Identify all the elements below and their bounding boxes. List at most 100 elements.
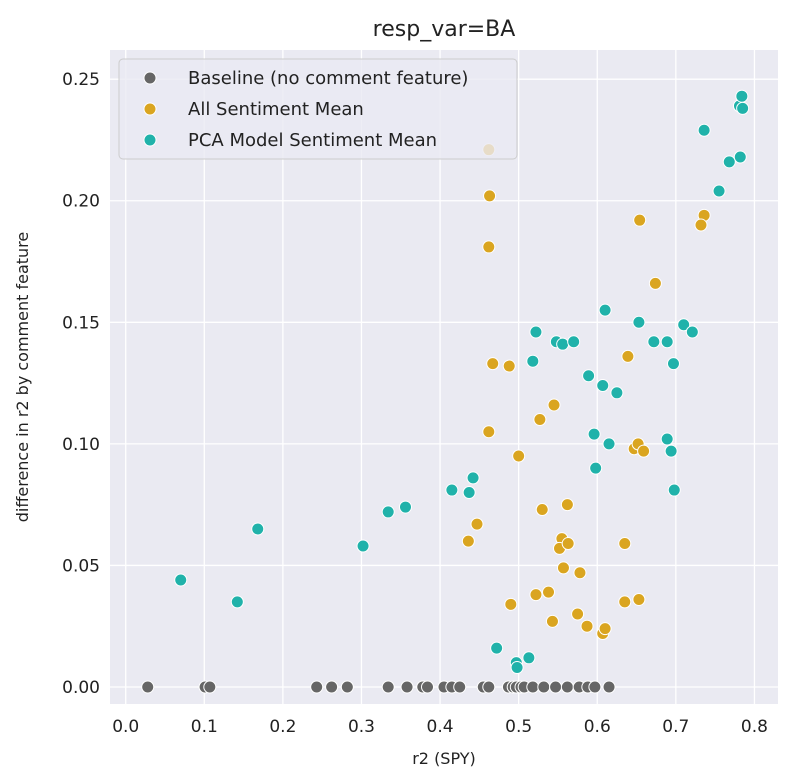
data-point — [618, 595, 632, 609]
x-tick-label: 0.2 — [269, 717, 296, 737]
data-point — [735, 89, 749, 103]
data-point — [251, 522, 265, 536]
data-point — [556, 561, 570, 575]
data-point — [666, 357, 680, 371]
y-tick-label: 0.15 — [62, 313, 100, 333]
data-point — [510, 661, 524, 675]
y-tick-label: 0.00 — [62, 678, 100, 698]
data-point — [561, 537, 575, 551]
legend-marker-all-sentiment — [143, 102, 157, 116]
data-point — [545, 614, 559, 628]
series-2 — [174, 89, 750, 675]
data-point — [533, 413, 547, 427]
y-axis-label: difference in r2 by comment feature — [13, 232, 32, 523]
legend-marker-baseline — [143, 71, 157, 85]
data-point — [420, 680, 434, 694]
data-point — [632, 315, 646, 329]
data-point — [535, 503, 549, 517]
x-tick-label: 0.4 — [427, 717, 454, 737]
data-point — [325, 680, 339, 694]
data-point — [697, 123, 711, 137]
data-point — [466, 471, 480, 485]
data-point — [560, 498, 574, 512]
data-point — [602, 437, 616, 451]
x-tick-label: 0.8 — [741, 717, 768, 737]
legend-label-baseline: Baseline (no comment feature) — [188, 68, 468, 89]
x-axis-label: r2 (SPY) — [412, 749, 476, 768]
data-point — [733, 150, 747, 164]
x-tick-label: 0.1 — [191, 717, 218, 737]
y-tick-label: 0.25 — [62, 70, 100, 90]
data-point — [526, 680, 540, 694]
data-point — [632, 592, 646, 606]
x-tick-label: 0.0 — [112, 717, 139, 737]
data-point — [522, 651, 536, 665]
data-point — [664, 444, 678, 458]
data-point — [677, 318, 691, 332]
data-point — [660, 432, 674, 446]
y-tick-label: 0.05 — [62, 556, 100, 576]
data-point — [633, 213, 647, 227]
x-tick-label: 0.6 — [584, 717, 611, 737]
data-point — [529, 588, 543, 602]
data-point — [482, 680, 496, 694]
data-point — [445, 483, 459, 497]
x-tick-labels: 0.0 0.1 0.2 0.3 0.4 0.5 0.6 0.7 0.8 — [112, 717, 768, 737]
data-point — [310, 680, 324, 694]
data-point — [571, 607, 585, 621]
data-point — [381, 680, 395, 694]
series-0 — [141, 680, 616, 694]
data-point — [461, 534, 475, 548]
y-tick-label: 0.20 — [62, 192, 100, 212]
data-point — [529, 325, 543, 339]
data-point — [712, 184, 726, 198]
data-point — [660, 335, 674, 349]
data-point — [462, 485, 476, 499]
data-point — [560, 680, 574, 694]
data-point — [502, 359, 516, 373]
data-point — [230, 595, 244, 609]
data-point — [483, 189, 497, 203]
y-tick-label: 0.10 — [62, 435, 100, 455]
data-point — [589, 461, 603, 475]
data-point — [174, 573, 188, 587]
legend-box — [118, 58, 518, 160]
data-point — [482, 425, 496, 439]
data-point — [556, 337, 570, 351]
data-point — [453, 680, 467, 694]
data-point — [602, 680, 616, 694]
data-point — [647, 335, 661, 349]
legend-label-all-sentiment: All Sentiment Mean — [188, 99, 364, 120]
data-point — [598, 303, 612, 317]
x-tick-label: 0.3 — [348, 717, 375, 737]
data-point — [587, 427, 601, 441]
data-point — [588, 680, 602, 694]
data-point — [537, 680, 551, 694]
data-point — [573, 566, 587, 580]
data-point — [637, 444, 651, 458]
data-points — [141, 89, 750, 694]
data-point — [582, 369, 596, 383]
data-point — [141, 680, 155, 694]
data-point — [621, 349, 635, 363]
data-point — [694, 218, 708, 232]
data-point — [490, 641, 504, 655]
data-point — [736, 101, 750, 115]
data-point — [381, 505, 395, 519]
data-point — [648, 276, 662, 290]
data-point — [512, 449, 526, 463]
legend: Baseline (no comment feature) All Sentim… — [118, 58, 518, 160]
legend-marker-pca-sentiment — [143, 133, 157, 147]
y-tick-labels: 0.00 0.05 0.10 0.15 0.20 0.25 — [62, 70, 100, 698]
data-point — [526, 354, 540, 368]
data-point — [618, 537, 632, 551]
data-point — [356, 539, 370, 553]
legend-label-pca-sentiment: PCA Model Sentiment Mean — [188, 130, 437, 151]
data-point — [549, 680, 563, 694]
data-point — [398, 500, 412, 514]
data-point — [610, 386, 624, 400]
data-point — [482, 240, 496, 254]
data-point — [596, 379, 610, 393]
data-point — [504, 597, 518, 611]
